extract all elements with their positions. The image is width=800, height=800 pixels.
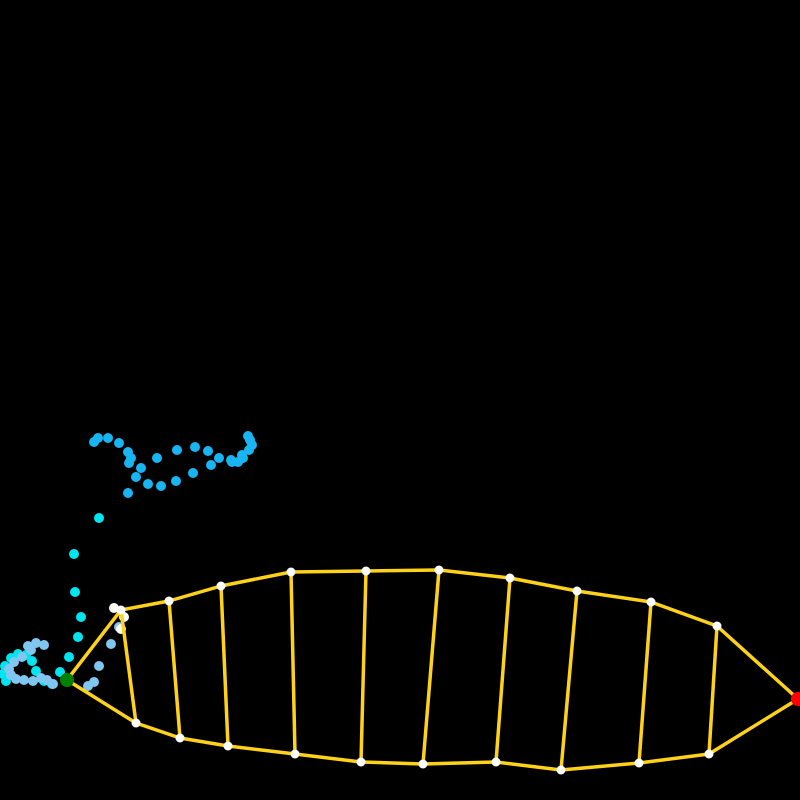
trail-0-point [152, 453, 162, 463]
trail-2-point [106, 639, 116, 649]
trail-2-point [11, 674, 21, 684]
trail-0-point [131, 472, 141, 482]
outline-node [116, 605, 126, 615]
trail-0-point [136, 463, 146, 473]
trail-0-point [203, 446, 213, 456]
trail-0-point [114, 438, 124, 448]
outline-node [361, 566, 371, 576]
outline-node [164, 596, 174, 606]
trail-1-point [69, 549, 79, 559]
trail-0-point [190, 442, 200, 452]
trail-1-point [31, 666, 41, 676]
trail-3-point [109, 603, 119, 613]
outline-node [634, 758, 644, 768]
outline-node [491, 757, 501, 767]
trail-0-point [123, 488, 133, 498]
trail-1-point [64, 652, 74, 662]
outline-node [712, 621, 722, 631]
trail-1-point [73, 632, 83, 642]
end-marker [791, 692, 800, 706]
trail-2-point [89, 677, 99, 687]
outline-node [223, 741, 233, 751]
trail-0-point [171, 476, 181, 486]
outline-nodes [116, 565, 722, 775]
segment-line [637, 600, 653, 765]
trail-1-point [70, 587, 80, 597]
body-outline [65, 568, 800, 772]
segment-line [707, 624, 719, 756]
outline-node [434, 565, 444, 575]
outline-node [505, 573, 515, 583]
trail-0-point [93, 433, 103, 443]
outline-bottom-edge [66, 678, 799, 772]
trail-0-point [124, 458, 134, 468]
outline-node [418, 759, 428, 769]
trail-2-point [94, 661, 104, 671]
segment-line [289, 570, 297, 756]
segment-line [421, 568, 441, 766]
trail-2-point [9, 657, 19, 667]
segment-line [559, 589, 579, 772]
outline-node [704, 749, 714, 759]
trail-0-point [172, 445, 182, 455]
trail-0-point [143, 479, 153, 489]
outline-node [216, 581, 226, 591]
start-marker [60, 673, 74, 687]
trail-1-point [76, 612, 86, 622]
trail-1-point [94, 513, 104, 523]
trajectory-trails [0, 431, 257, 691]
trail-2-point [19, 675, 29, 685]
trail-2-point [39, 640, 49, 650]
endpoint-markers [60, 673, 800, 706]
body-segment-lines [119, 568, 719, 772]
trail-2-point [28, 676, 38, 686]
outline-node [286, 567, 296, 577]
outline-node [356, 757, 366, 767]
trail-2-point [17, 652, 27, 662]
outline-node [556, 765, 566, 775]
trail-0-point [188, 468, 198, 478]
outline-top-edge [65, 568, 800, 701]
outline-node [175, 733, 185, 743]
trail-2-point [31, 638, 41, 648]
trail-0-point [243, 431, 253, 441]
trail-2-point [48, 679, 58, 689]
outline-node [572, 586, 582, 596]
segment-line [219, 584, 230, 748]
segment-line [494, 576, 512, 764]
trail-1-point [55, 667, 65, 677]
outline-node [290, 749, 300, 759]
segment-line [359, 569, 368, 764]
segment-line [119, 608, 138, 725]
trail-0-point [214, 453, 224, 463]
trail-0-point [227, 457, 237, 467]
outline-node [646, 597, 656, 607]
trail-2-point [26, 645, 36, 655]
trail-0-point [103, 433, 113, 443]
trail-0-point [156, 481, 166, 491]
trail-0-point [206, 460, 216, 470]
outline-node [131, 718, 141, 728]
segment-line [167, 599, 182, 740]
